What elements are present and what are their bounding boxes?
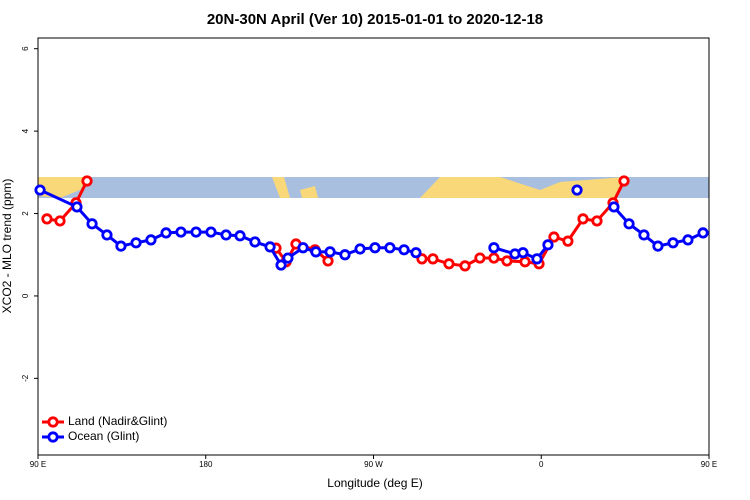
x-tick-label: 90 E <box>30 460 46 469</box>
data-point <box>175 226 187 238</box>
legend-marker <box>47 416 59 428</box>
data-point <box>608 201 620 213</box>
data-point <box>474 252 486 264</box>
data-point <box>86 218 98 230</box>
data-point <box>190 226 202 238</box>
data-point <box>571 184 583 196</box>
data-point <box>459 260 471 272</box>
data-point <box>282 252 294 264</box>
data-point <box>160 227 172 239</box>
data-point <box>410 247 422 259</box>
data-point <box>618 175 630 187</box>
data-point <box>501 255 513 267</box>
data-point <box>264 241 276 253</box>
data-point <box>249 236 261 248</box>
data-point <box>398 244 410 256</box>
data-point <box>638 229 650 241</box>
data-point <box>562 235 574 247</box>
data-point <box>275 259 287 271</box>
x-tick-label: 90 W <box>364 460 383 469</box>
data-point <box>54 215 66 227</box>
data-point <box>652 240 664 252</box>
data-point <box>531 253 543 265</box>
data-point <box>205 226 217 238</box>
y-axis-label: XCO2 - MLO trend (ppm) <box>0 179 14 314</box>
legend-marker <box>47 431 59 443</box>
data-point <box>548 231 560 243</box>
legend-label: Ocean (Glint) <box>68 429 139 443</box>
data-point <box>339 249 351 261</box>
x-tick-label: 90 E <box>701 460 717 469</box>
data-point <box>682 234 694 246</box>
legend-label: Land (Nadir&Glint) <box>68 414 167 428</box>
data-point <box>517 247 529 259</box>
data-point <box>354 243 366 255</box>
y-tick-label: 2 <box>21 211 30 216</box>
data-point <box>591 215 603 227</box>
data-point <box>667 237 679 249</box>
data-point <box>369 242 381 254</box>
series-line <box>39 188 704 268</box>
data-point <box>697 227 709 239</box>
y-tick-label: 6 <box>21 46 30 51</box>
data-point <box>71 201 83 213</box>
data-point <box>542 239 554 251</box>
data-point <box>384 242 396 254</box>
data-point <box>488 252 500 264</box>
data-point <box>443 258 455 270</box>
data-point <box>81 175 93 187</box>
data-point <box>324 246 336 258</box>
data-point <box>519 256 531 268</box>
y-tick-label: 0 <box>21 293 30 298</box>
x-axis-label: Longitude (deg E) <box>327 476 422 490</box>
data-point <box>427 253 439 265</box>
data-point <box>234 230 246 242</box>
data-point <box>577 213 589 225</box>
chart-title: 20N-30N April (Ver 10) 2015-01-01 to 202… <box>207 11 543 28</box>
data-point <box>101 229 113 241</box>
y-tick-label: -2 <box>21 374 30 382</box>
data-point <box>416 253 428 265</box>
x-tick-label: 0 <box>539 460 544 469</box>
map-strip <box>38 177 709 198</box>
data-point <box>115 240 127 252</box>
data-point <box>145 234 157 246</box>
data-point <box>322 255 334 267</box>
data-point <box>488 242 500 254</box>
data-point <box>220 229 232 241</box>
data-point <box>34 184 46 196</box>
data-point <box>623 218 635 230</box>
data-point <box>130 237 142 249</box>
data-point <box>310 246 322 258</box>
x-tick-label: 180 <box>199 460 213 469</box>
data-point <box>297 242 309 254</box>
y-tick-label: 4 <box>21 128 30 133</box>
data-point <box>41 213 53 225</box>
